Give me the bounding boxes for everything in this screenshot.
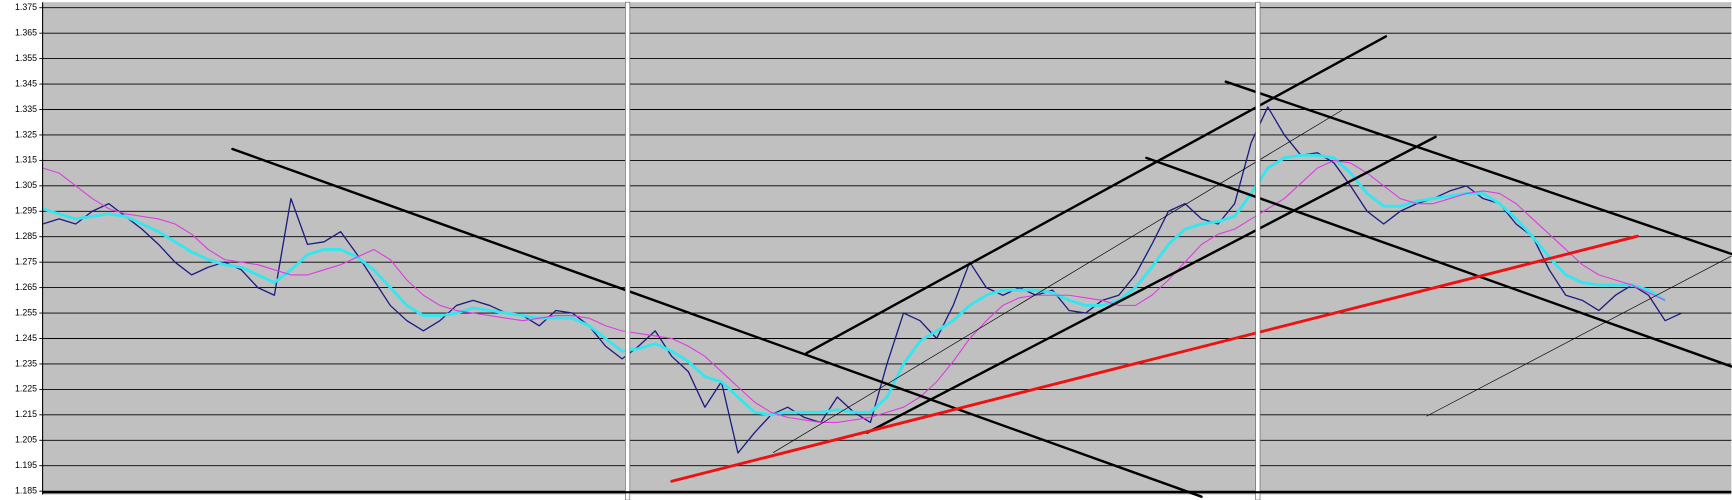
trend-line bbox=[865, 135, 1437, 434]
y-tick-label: 1.205 bbox=[15, 435, 37, 445]
y-tick-label: 1.375 bbox=[15, 2, 37, 12]
trend-line bbox=[231, 147, 1203, 498]
trend-line-thin bbox=[1426, 255, 1732, 417]
y-tick-label: 1.315 bbox=[15, 155, 37, 165]
trend-line-thin bbox=[772, 110, 1343, 453]
y-tick-label: 1.255 bbox=[15, 307, 37, 317]
plot-area bbox=[42, 2, 1732, 495]
y-tick-label: 1.305 bbox=[15, 180, 37, 190]
series-line bbox=[42, 159, 1666, 424]
y-tick-labels: 1.185 1.195 1.205 1.215 1.225 1.235 1.245 1.255… bbox=[15, 2, 37, 495]
y-tick-label: 1.265 bbox=[15, 282, 37, 292]
y-tick-label: 1.185 bbox=[15, 485, 37, 495]
trend-line bbox=[1224, 80, 1732, 256]
y-tick-label: 1.195 bbox=[15, 460, 37, 470]
y-tick-label: 1.245 bbox=[15, 333, 37, 343]
y-tick-label: 1.225 bbox=[15, 384, 37, 394]
support-line bbox=[670, 234, 1639, 483]
separator bbox=[1255, 1, 1261, 500]
series-line bbox=[42, 153, 1666, 417]
y-tick-label: 1.365 bbox=[15, 27, 37, 37]
y-tick-label: 1.325 bbox=[15, 129, 37, 139]
trend-line bbox=[805, 35, 1388, 355]
y-tick-label: 1.215 bbox=[15, 409, 37, 419]
series-line bbox=[42, 106, 1682, 454]
y-tick-label: 1.335 bbox=[15, 104, 37, 114]
y-tick-label: 1.275 bbox=[15, 256, 37, 266]
y-tick-label: 1.355 bbox=[15, 53, 37, 63]
separator bbox=[625, 1, 631, 500]
series-layer bbox=[42, 106, 1682, 454]
y-tick-label: 1.285 bbox=[15, 231, 37, 241]
trend-lines bbox=[231, 35, 1732, 498]
y-tick-label: 1.345 bbox=[15, 78, 37, 88]
panel-separators bbox=[625, 1, 1261, 500]
trend-line bbox=[1145, 156, 1732, 368]
y-tick-label: 1.295 bbox=[15, 206, 37, 216]
y-tick-label: 1.235 bbox=[15, 358, 37, 368]
